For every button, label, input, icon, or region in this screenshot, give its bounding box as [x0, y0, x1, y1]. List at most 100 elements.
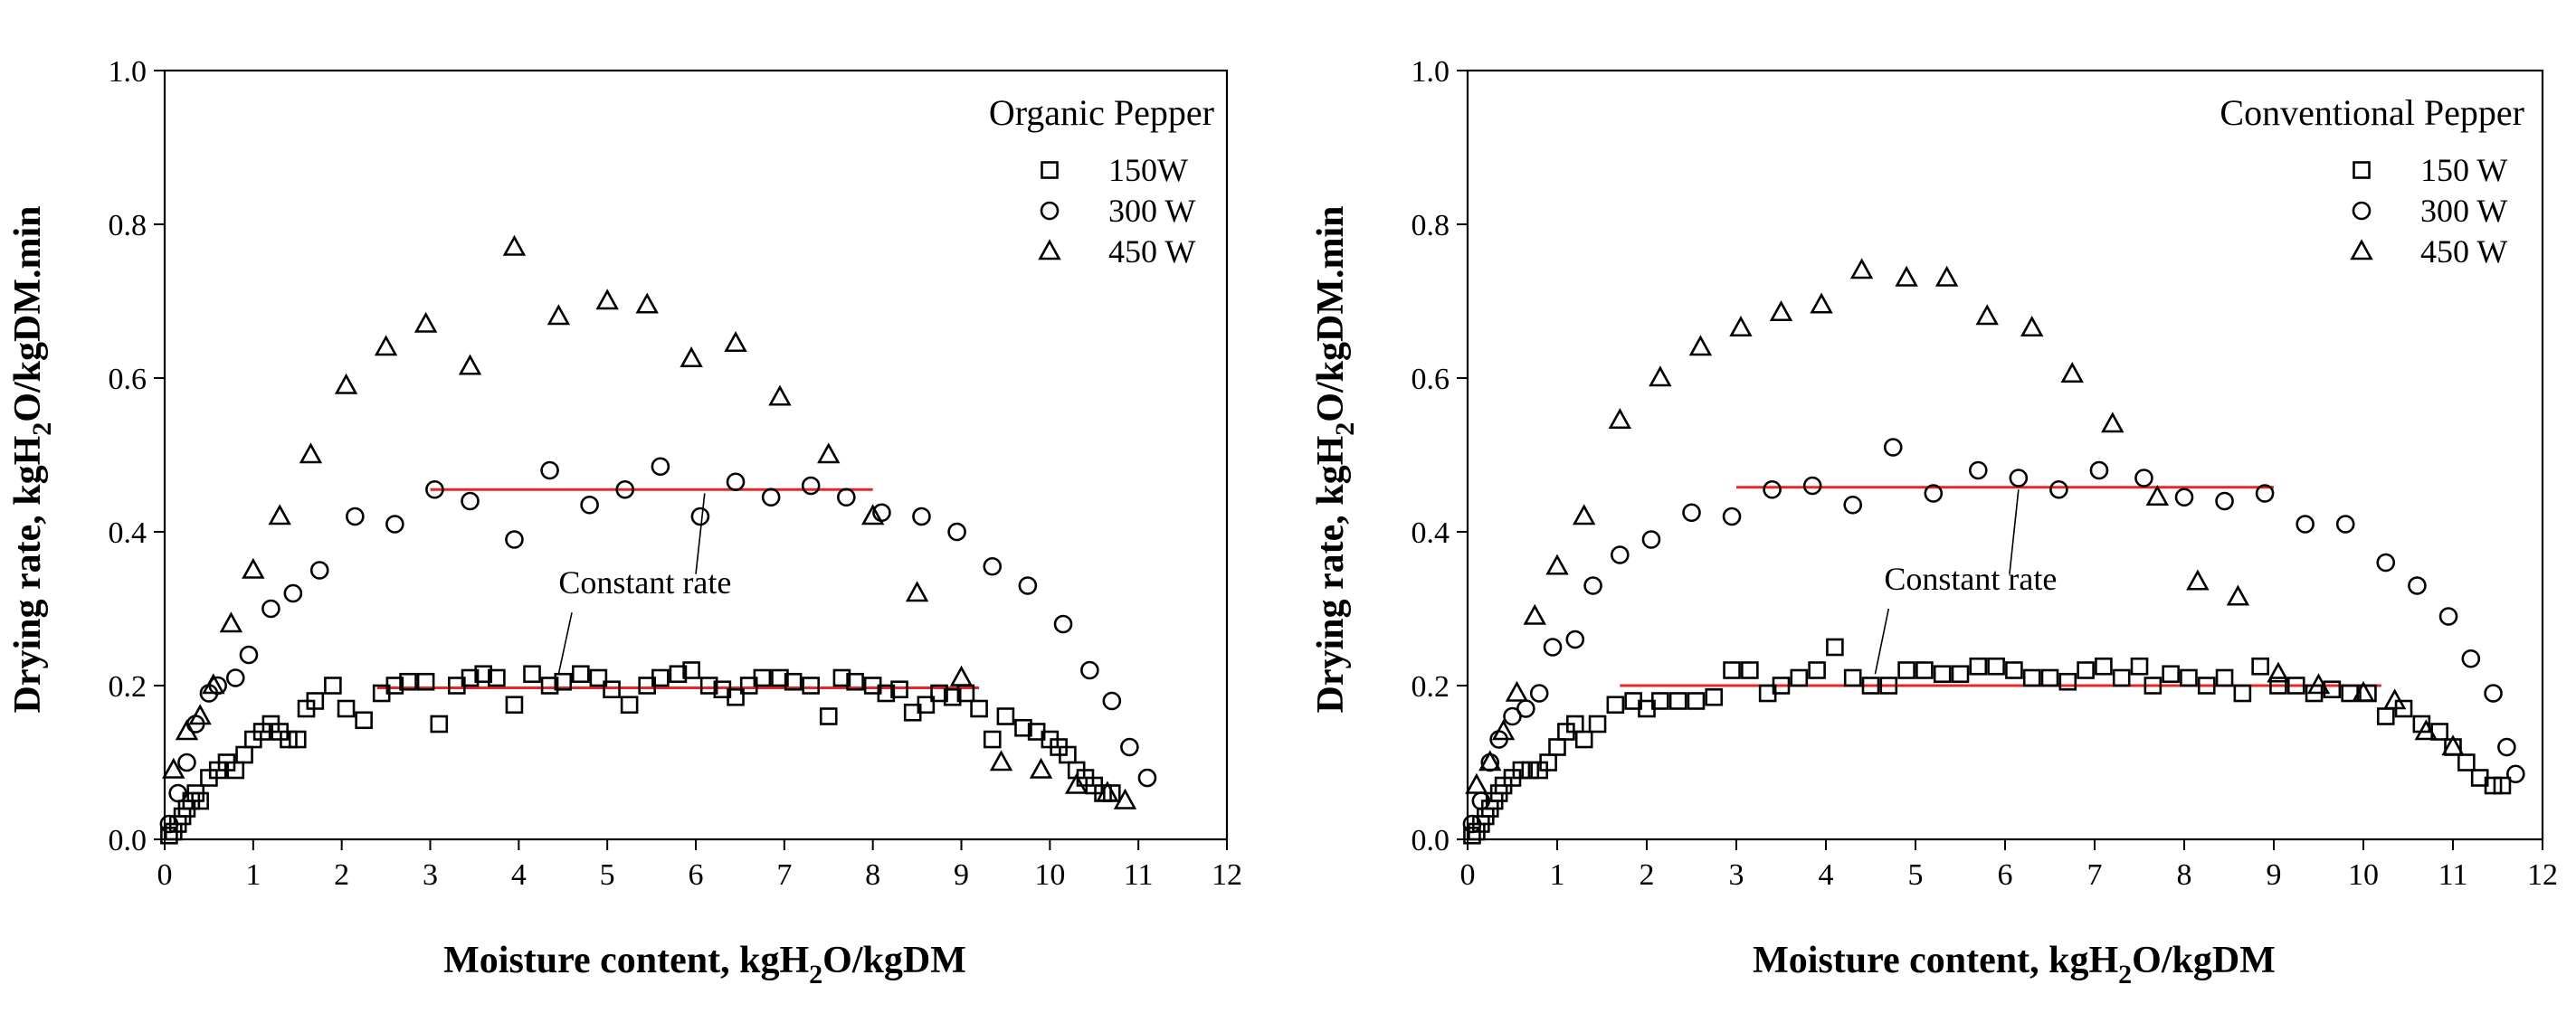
data-point — [983, 556, 1003, 576]
data-point — [1018, 576, 1038, 595]
data-point — [680, 346, 703, 368]
data-point — [1102, 691, 1122, 711]
data-point — [1810, 292, 1833, 314]
data-point — [595, 289, 619, 310]
y-tick-label: 0.8 — [109, 209, 147, 242]
data-point — [1608, 408, 1632, 430]
data-point — [2497, 737, 2516, 757]
y-tick-label: 0.2 — [1412, 670, 1450, 704]
data-point — [1843, 668, 1862, 687]
data-point — [580, 495, 599, 515]
data-point — [425, 479, 444, 499]
data-point — [589, 668, 608, 687]
data-point — [1529, 684, 1549, 703]
data-point — [162, 757, 185, 779]
plot-frame — [163, 69, 1229, 841]
y-tick-label: 0.6 — [109, 363, 147, 396]
data-point — [572, 665, 590, 684]
data-point — [2162, 665, 2180, 684]
data-point — [461, 491, 480, 511]
data-point — [1688, 335, 1713, 356]
data-point — [943, 687, 962, 706]
data-point — [2145, 485, 2170, 506]
data-point — [1462, 814, 1482, 834]
data-point — [385, 515, 404, 534]
data-point — [2049, 479, 2068, 499]
data-point — [337, 699, 356, 718]
data-point — [949, 665, 974, 686]
legend-label: 300 W — [1108, 193, 1195, 229]
data-point — [1545, 554, 1569, 575]
data-point — [1682, 503, 1701, 523]
data-point — [2382, 688, 2407, 710]
data-point — [225, 668, 245, 687]
data-point — [1080, 660, 1099, 680]
data-point — [2215, 668, 2234, 687]
data-point — [2286, 677, 2305, 695]
legend-label: 300 W — [2420, 193, 2507, 229]
data-point — [1014, 718, 1032, 737]
data-point — [1849, 258, 1874, 279]
data-point — [2233, 684, 2252, 703]
legend-label: 150 W — [2420, 152, 2507, 188]
data-point — [1933, 665, 1952, 684]
data-point — [620, 696, 639, 715]
data-point — [2197, 677, 2216, 695]
data-point — [1915, 661, 1934, 679]
data-point — [1503, 706, 1522, 726]
data-point — [2251, 657, 2269, 676]
data-point — [771, 668, 789, 687]
x-tick-label: 11 — [1124, 858, 1154, 892]
legend-title: Conventional Pepper — [2220, 92, 2524, 133]
data-point — [2134, 469, 2153, 488]
data-point — [219, 611, 243, 633]
data-point — [2408, 576, 2427, 595]
data-point — [2441, 734, 2465, 756]
y-tick-label: 0.4 — [1412, 516, 1450, 550]
data-point — [2267, 661, 2290, 683]
data-point — [2414, 719, 2438, 741]
data-point — [2226, 584, 2250, 606]
data-point — [1566, 715, 1584, 734]
x-tick-label: 12 — [1212, 858, 1242, 892]
data-point — [2058, 672, 2077, 691]
data-point — [1120, 737, 1139, 757]
series-300w — [159, 457, 1157, 834]
data-point — [726, 472, 746, 492]
data-point — [753, 668, 772, 687]
data-point — [324, 677, 342, 695]
data-point — [1649, 365, 1672, 387]
data-point — [989, 750, 1013, 772]
data-point — [784, 672, 803, 691]
x-tick-label: 12 — [2527, 858, 2558, 892]
data-point — [603, 680, 621, 699]
data-point — [905, 581, 929, 602]
data-point — [832, 668, 851, 687]
data-point — [983, 730, 1002, 749]
data-point — [430, 715, 449, 734]
x-tick-label: 11 — [2438, 858, 2468, 892]
data-point — [682, 661, 700, 679]
annotation-constant-rate: Constant rate — [558, 564, 731, 601]
x-tick-label: 9 — [954, 858, 969, 892]
data-point — [306, 692, 325, 710]
data-point — [768, 384, 792, 406]
x-tick-label: 8 — [865, 858, 880, 892]
data-point — [242, 557, 265, 579]
data-point — [2296, 515, 2315, 534]
data-point — [2040, 668, 2059, 687]
x-tick-label: 7 — [2087, 858, 2103, 892]
x-axis-title: Moisture content, kgH2O/kgDM — [1753, 940, 2276, 989]
data-point — [159, 814, 179, 834]
data-point — [191, 791, 209, 810]
data-point — [930, 684, 948, 703]
legend-label: 450 W — [1108, 233, 1195, 270]
data-point — [1722, 506, 1742, 526]
data-point — [669, 665, 688, 684]
data-point — [540, 677, 559, 695]
y-tick-label: 0.8 — [1412, 209, 1450, 242]
data-point — [2174, 488, 2194, 507]
data-point — [1924, 484, 1944, 503]
y-axis-title: Drying rate, kgH2O/kgDM.min — [7, 206, 57, 714]
series-150w — [160, 661, 1121, 845]
